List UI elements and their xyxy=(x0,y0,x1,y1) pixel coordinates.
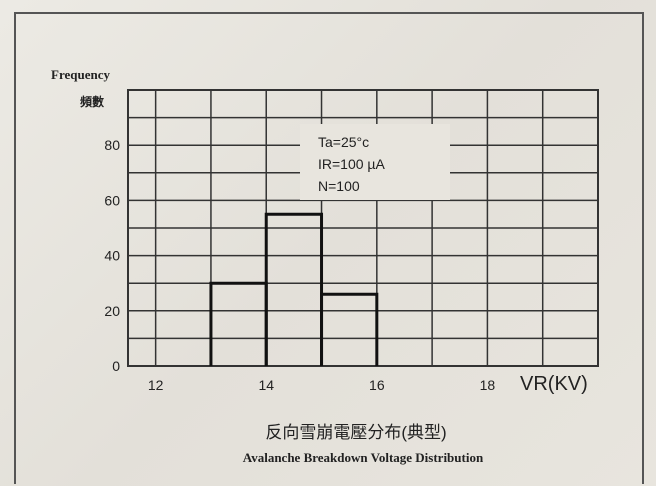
x-tick-label: 12 xyxy=(148,377,164,393)
condition-temperature: Ta=25°c xyxy=(318,134,369,150)
plot-border xyxy=(127,89,599,367)
histogram-bars xyxy=(209,212,379,366)
y-tick-label: 20 xyxy=(104,303,120,319)
caption-english: Avalanche Breakdown Voltage Distribution xyxy=(243,450,484,465)
x-tick-label: 16 xyxy=(369,377,385,393)
condition-sample-size: N=100 xyxy=(318,178,360,194)
caption-chinese: 反向雪崩電壓分布(典型) xyxy=(265,423,446,442)
condition-current: IR=100 µA xyxy=(318,156,385,172)
y-axis-label: Frequency xyxy=(51,67,110,82)
x-tick-labels: 12 14 16 18 xyxy=(148,377,496,393)
conditions-box xyxy=(300,124,450,200)
x-tick-label: 14 xyxy=(258,377,274,393)
histogram-bar xyxy=(320,292,379,366)
y-axis-label-cn: 頻數 xyxy=(80,94,104,109)
y-tick-label: 40 xyxy=(104,248,120,264)
y-tick-label: 60 xyxy=(104,192,120,208)
histogram-bar xyxy=(264,212,324,366)
histogram-bar xyxy=(209,281,268,366)
x-tick-label: 18 xyxy=(480,377,496,393)
y-tick-label: 0 xyxy=(112,358,120,374)
figure-frame xyxy=(14,12,644,484)
y-tick-label: 80 xyxy=(104,137,120,153)
x-axis-label: VR(KV) xyxy=(520,373,588,395)
y-tick-labels: 0 20 40 60 80 xyxy=(104,137,120,374)
